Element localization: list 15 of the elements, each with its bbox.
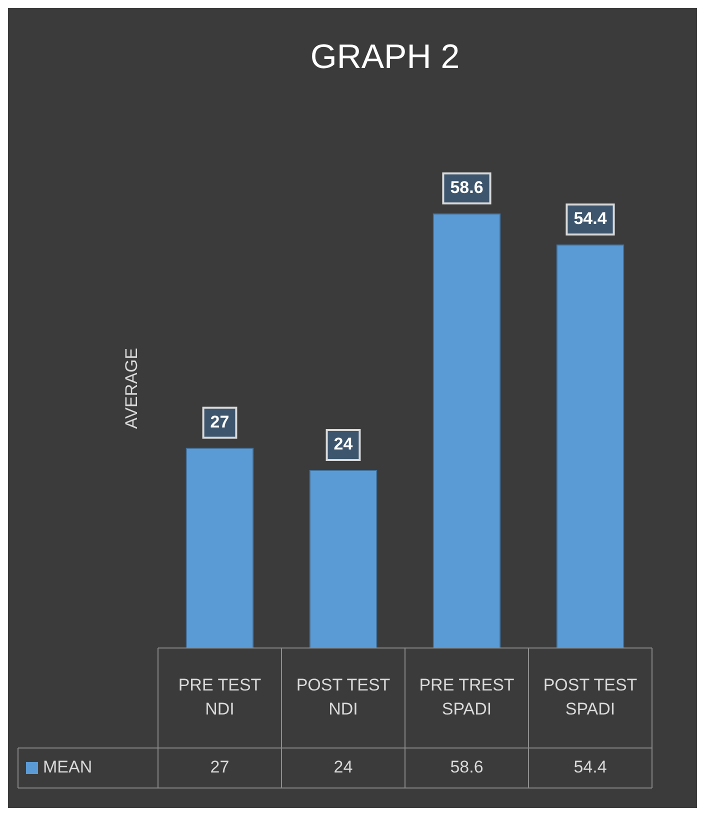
legend-label: MEAN (43, 758, 92, 777)
x-tick-label: POST TEST SPADI (543, 676, 638, 719)
annotation: 24 (334, 434, 354, 454)
annotation: 27 (210, 412, 230, 432)
x-tick-label: POST TEST NDI (296, 676, 390, 719)
data-label: 27 (210, 758, 230, 777)
data-label: 54.4 (574, 758, 607, 777)
annotation: 54.4 (574, 209, 608, 228)
chart-title: GRAPH 2 (310, 38, 460, 76)
y-axis-title: AVERAGE (122, 348, 141, 429)
data-label: 24 (334, 758, 353, 777)
x-tick-label: PRE TREST SPADI (419, 676, 514, 719)
x-tick-label: PRE TEST NDI (178, 676, 262, 719)
text: 58.6 (450, 178, 484, 198)
data-label: 58.6 (450, 758, 484, 777)
